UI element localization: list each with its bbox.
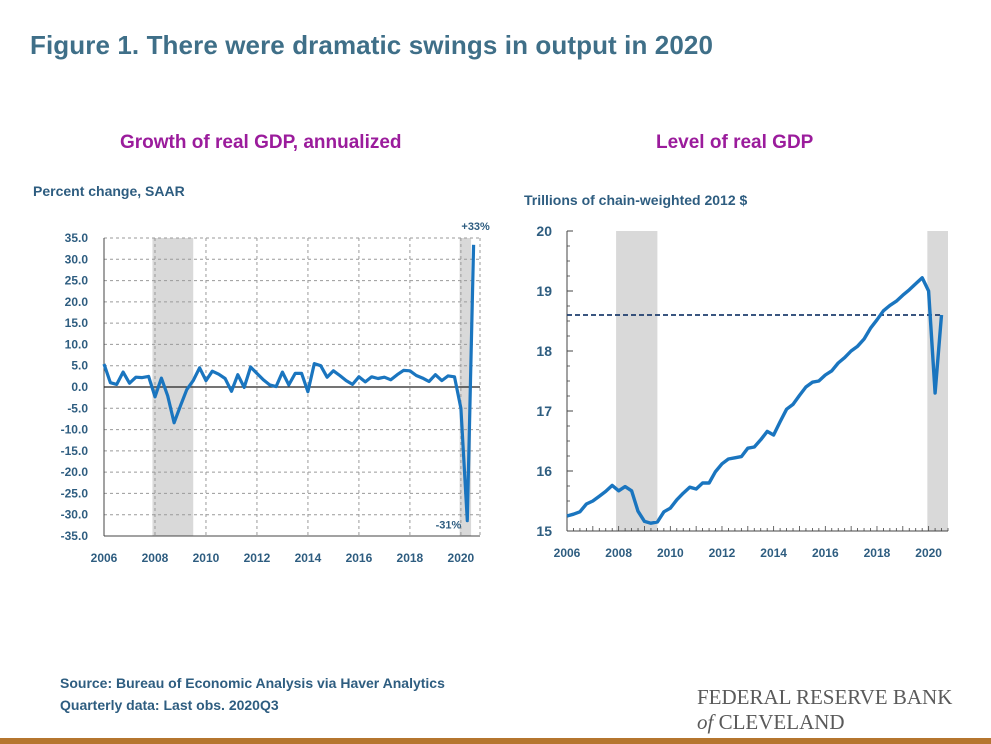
x-tick-label: 2018 — [864, 546, 891, 560]
recession-shade — [616, 231, 658, 531]
x-tick-label: 2016 — [812, 546, 839, 560]
x-tick-label: 2010 — [657, 546, 684, 560]
y-tick-label: 15 — [536, 523, 552, 539]
x-tick-label: 2018 — [397, 551, 424, 565]
y-tick-label: 17 — [536, 403, 552, 419]
left-chart-growth: 35.0 30.0 25.0 20.0 15.0 10.0 5.0 0.0 -5.0 -10.0 -… — [61, 221, 490, 565]
logo-of: of — [697, 710, 714, 734]
federal-reserve-logo: FEDERAL RESERVE BANK of CLEVELAND — [697, 685, 952, 735]
y-tick-label: 30.0 — [65, 252, 89, 266]
annotation-peak: +33% — [461, 221, 490, 233]
x-tick-label: 2012 — [244, 551, 271, 565]
source-note: Source: Bureau of Economic Analysis via … — [60, 672, 445, 716]
right-chart-unit-label: Trillions of chain-weighted 2012 $ — [524, 192, 748, 208]
bottom-rule — [0, 738, 991, 744]
y-tick-label: -30.0 — [61, 508, 89, 522]
right-chart-title: Level of real GDP — [656, 132, 814, 153]
logo-line-1: FEDERAL RESERVE BANK — [697, 685, 953, 709]
source-line-1: Source: Bureau of Economic Analysis via … — [60, 675, 445, 691]
y-tick-label: 19 — [536, 283, 552, 299]
y-tick-label: 20 — [536, 223, 552, 239]
x-tick-label: 2006 — [554, 546, 581, 560]
x-tick-label: 2012 — [709, 546, 736, 560]
y-tick-label: 18 — [536, 343, 552, 359]
y-tick-label: -25.0 — [61, 486, 89, 500]
series-line-level — [566, 276, 944, 525]
x-tick-label: 2006 — [91, 551, 118, 565]
x-tick-label: 2008 — [142, 551, 169, 565]
x-tick-label: 2020 — [448, 551, 475, 565]
x-tick-label: 2016 — [346, 551, 373, 565]
y-tick-label: -5.0 — [67, 401, 88, 415]
y-tick-label: 0.0 — [71, 380, 88, 394]
figure-title: Figure 1. There were dramatic swings in … — [30, 30, 714, 60]
logo-line-2: CLEVELAND — [713, 710, 845, 734]
annotation-trough: -31% — [436, 520, 462, 532]
source-line-2: Quarterly data: Last obs. 2020Q3 — [60, 697, 279, 713]
left-chart-title: Growth of real GDP, annualized — [120, 132, 402, 153]
y-tick-label: 25.0 — [65, 274, 89, 288]
x-tick-label: 2014 — [295, 551, 322, 565]
left-chart-unit-label: Percent change, SAAR — [33, 183, 185, 199]
series-line-growth — [102, 244, 476, 523]
y-tick-label: -15.0 — [61, 444, 89, 458]
x-tick-label: 2014 — [760, 546, 787, 560]
y-tick-label: 5.0 — [71, 359, 88, 373]
y-tick-label: 20.0 — [65, 295, 89, 309]
y-tick-label: 35.0 — [65, 231, 89, 245]
y-tick-label: 10.0 — [65, 337, 89, 351]
x-tick-label: 2008 — [605, 546, 632, 560]
y-tick-label: 15.0 — [65, 316, 89, 330]
y-tick-label: -20.0 — [61, 465, 89, 479]
x-tick-label: 2010 — [193, 551, 220, 565]
y-tick-label: -10.0 — [61, 423, 89, 437]
y-tick-label: 16 — [536, 463, 552, 479]
x-tick-label: 2020 — [915, 546, 942, 560]
y-tick-label: -35.0 — [61, 529, 89, 543]
